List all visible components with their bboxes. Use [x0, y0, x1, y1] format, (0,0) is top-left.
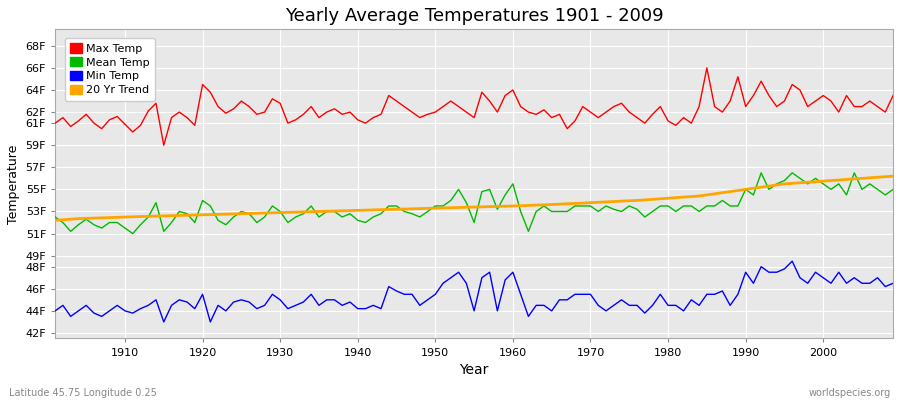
X-axis label: Year: Year — [459, 363, 489, 377]
Y-axis label: Temperature: Temperature — [7, 144, 20, 224]
Text: Latitude 45.75 Longitude 0.25: Latitude 45.75 Longitude 0.25 — [9, 388, 157, 398]
Legend: Max Temp, Mean Temp, Min Temp, 20 Yr Trend: Max Temp, Mean Temp, Min Temp, 20 Yr Tre… — [65, 38, 155, 101]
Title: Yearly Average Temperatures 1901 - 2009: Yearly Average Temperatures 1901 - 2009 — [284, 7, 663, 25]
Text: worldspecies.org: worldspecies.org — [809, 388, 891, 398]
